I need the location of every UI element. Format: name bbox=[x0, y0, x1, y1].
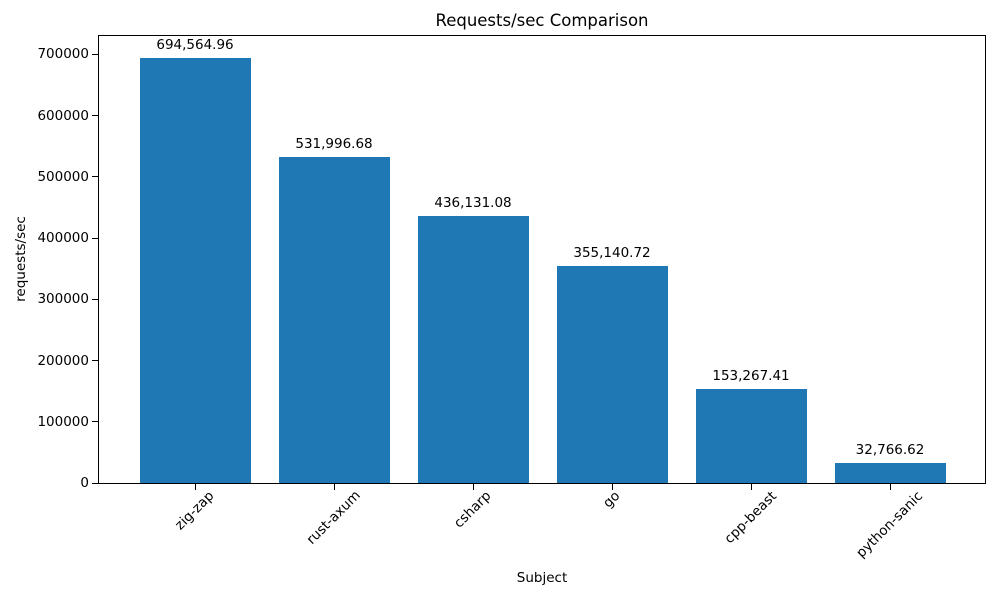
y-axis-label: requests/sec bbox=[13, 216, 29, 302]
x-tick bbox=[472, 484, 474, 490]
y-tick bbox=[92, 298, 98, 300]
y-tick bbox=[92, 115, 98, 117]
y-tick bbox=[92, 237, 98, 239]
x-tick bbox=[611, 484, 613, 490]
y-tick-label: 400000 bbox=[37, 230, 89, 247]
bar-rust-axum bbox=[278, 157, 390, 483]
bar-value-label: 32,766.62 bbox=[855, 441, 925, 458]
bar-value-label: 694,564.96 bbox=[156, 36, 234, 53]
x-tick-label: cpp-beast bbox=[721, 488, 780, 547]
y-tick bbox=[92, 53, 98, 55]
x-tick-label: python-sanic bbox=[853, 487, 927, 561]
bar-cpp-beast bbox=[695, 389, 807, 483]
y-tick bbox=[92, 482, 98, 484]
bar-zig-zap bbox=[139, 57, 251, 483]
bar-value-label: 355,140.72 bbox=[573, 244, 651, 261]
x-tick-label: go bbox=[600, 488, 624, 512]
bar-go bbox=[556, 265, 668, 483]
y-tick bbox=[92, 176, 98, 178]
x-axis-label: Subject bbox=[516, 570, 568, 586]
y-tick-label: 700000 bbox=[37, 46, 89, 63]
x-tick bbox=[750, 484, 752, 490]
bar-value-label: 153,267.41 bbox=[712, 368, 790, 385]
bar-csharp bbox=[417, 215, 529, 483]
y-tick-label: 200000 bbox=[37, 352, 89, 369]
bar-python-sanic bbox=[834, 462, 946, 483]
x-tick bbox=[333, 484, 335, 490]
bar-value-label: 531,996.68 bbox=[295, 136, 373, 153]
y-tick-label: 300000 bbox=[37, 291, 89, 308]
plot-area: 694,564.96 531,996.68 436,131.08 355,140.72… bbox=[37, 35, 986, 561]
x-tick-label: csharp bbox=[450, 487, 495, 532]
bar-value-label: 436,131.08 bbox=[434, 194, 512, 211]
x-tick-label: zig-zap bbox=[171, 487, 218, 534]
y-tick bbox=[92, 421, 98, 423]
y-tick-label: 600000 bbox=[37, 107, 89, 124]
y-tick bbox=[92, 360, 98, 362]
x-tick bbox=[889, 484, 891, 490]
y-tick-label: 100000 bbox=[37, 413, 89, 430]
x-tick bbox=[194, 484, 196, 490]
y-tick-label: 500000 bbox=[37, 168, 89, 185]
y-tick-label: 0 bbox=[80, 475, 89, 491]
x-tick-label: rust-axum bbox=[303, 487, 364, 549]
chart-title: Requests/sec Comparison bbox=[435, 11, 649, 30]
